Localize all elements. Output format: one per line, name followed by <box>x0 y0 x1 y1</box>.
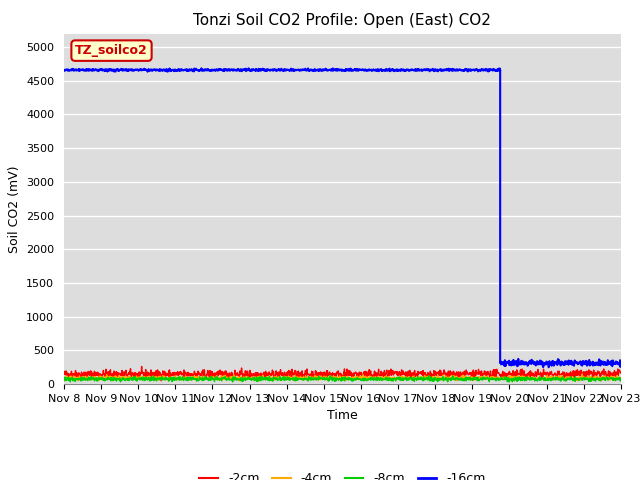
Legend: -2cm, -4cm, -8cm, -16cm: -2cm, -4cm, -8cm, -16cm <box>194 468 491 480</box>
X-axis label: Time: Time <box>327 409 358 422</box>
Text: TZ_soilco2: TZ_soilco2 <box>75 44 148 57</box>
Y-axis label: Soil CO2 (mV): Soil CO2 (mV) <box>8 165 20 252</box>
Title: Tonzi Soil CO2 Profile: Open (East) CO2: Tonzi Soil CO2 Profile: Open (East) CO2 <box>193 13 492 28</box>
